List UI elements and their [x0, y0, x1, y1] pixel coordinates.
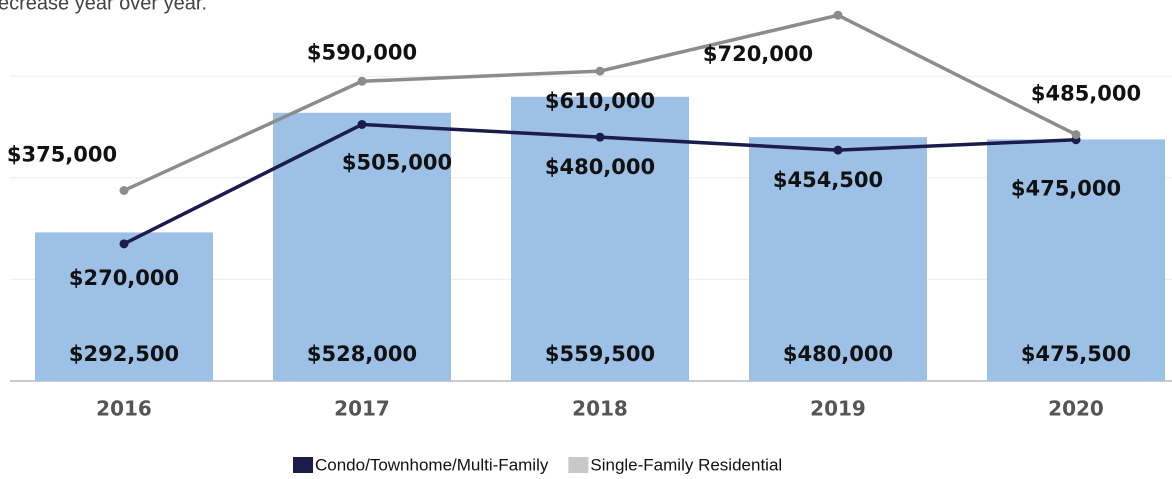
bar-value-label: $480,000: [783, 342, 893, 366]
line-value-label: $270,000: [69, 266, 179, 290]
legend-swatch: [293, 457, 313, 473]
line-point: [119, 186, 129, 195]
line-value-label: $590,000: [307, 40, 417, 64]
bar-value-label: $559,500: [545, 342, 655, 366]
bar: [749, 137, 927, 381]
x-tick-label: 2019: [810, 397, 866, 421]
line-value-label: $485,000: [1031, 82, 1141, 106]
line-value-label: $610,000: [545, 89, 655, 113]
bar: [35, 232, 213, 381]
legend-label: Condo/Townhome/Multi-Family: [315, 455, 549, 474]
line-point: [119, 239, 129, 249]
line-point: [357, 76, 367, 86]
line-point: [833, 145, 843, 155]
line-value-label: $475,000: [1011, 177, 1121, 201]
line-value-label: $375,000: [7, 143, 117, 167]
line-point: [595, 132, 605, 142]
line-value-label: $505,000: [342, 150, 452, 174]
x-tick-label: 2020: [1048, 397, 1104, 421]
line-point: [1071, 130, 1081, 140]
subtitle: ecrease year over year.: [0, 0, 207, 14]
line-point: [595, 66, 605, 76]
line-point: [833, 10, 843, 20]
line-point: [357, 119, 367, 129]
bar-value-label: $475,500: [1021, 342, 1131, 366]
line-value-label: $454,500: [773, 168, 883, 192]
x-tick-label: 2016: [96, 397, 152, 421]
line-value-label: $480,000: [545, 155, 655, 179]
x-tick-label: 2017: [334, 397, 390, 421]
bar: [273, 112, 451, 381]
bar-value-label: $528,000: [307, 342, 417, 366]
bar: [987, 139, 1165, 381]
bar: [511, 96, 689, 382]
legend-swatch: [568, 457, 589, 473]
x-tick-label: 2018: [572, 397, 628, 421]
line-value-label: $720,000: [703, 42, 813, 66]
bar-value-label: $292,500: [69, 342, 179, 366]
legend-label: Single-Family Residential: [590, 455, 782, 474]
